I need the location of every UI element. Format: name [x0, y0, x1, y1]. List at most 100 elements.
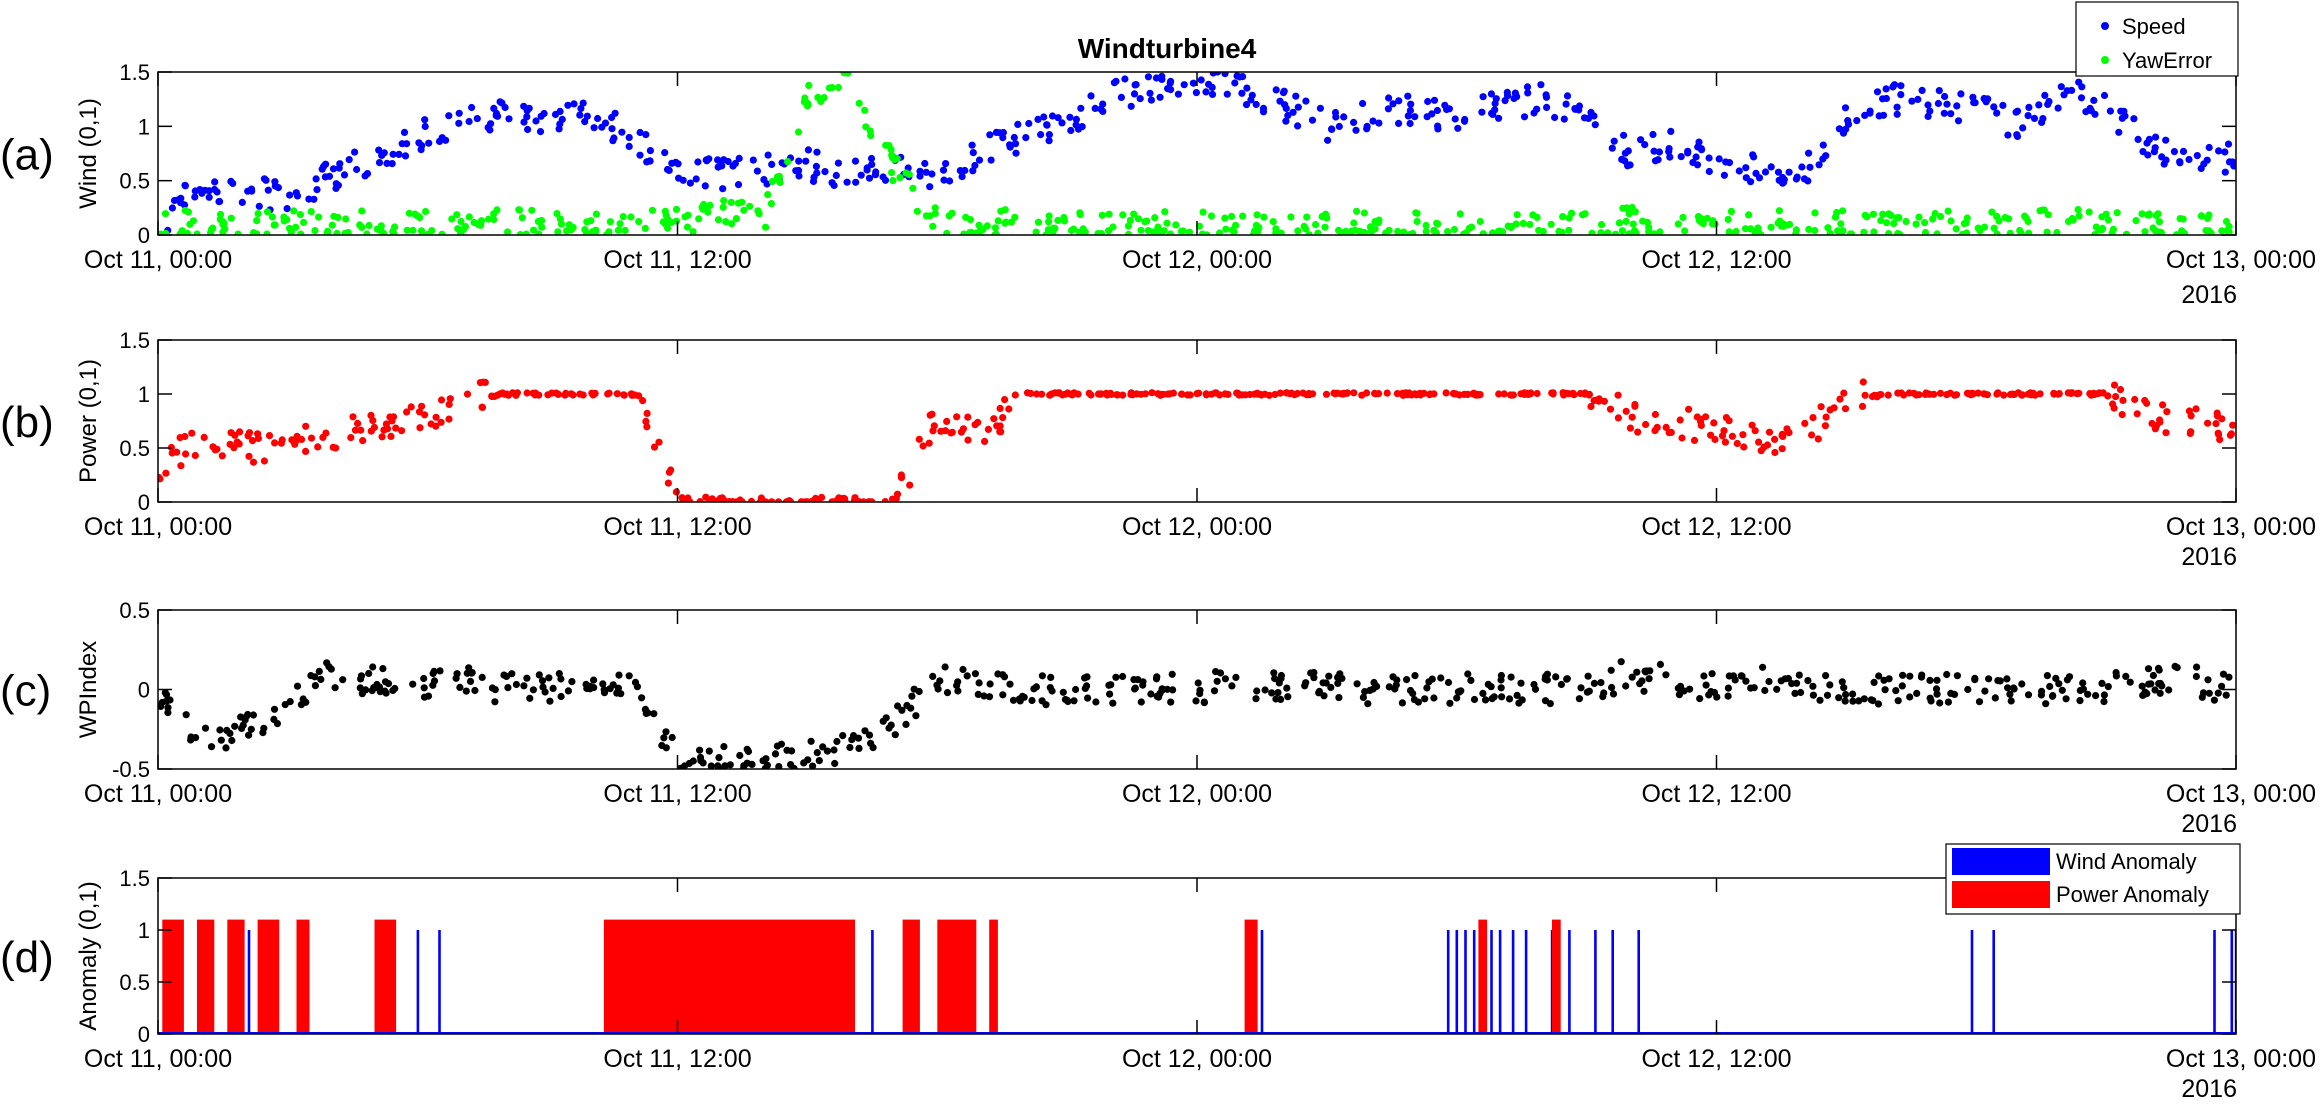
data-point [1667, 428, 1675, 436]
data-point [767, 200, 776, 208]
data-point [592, 228, 600, 235]
data-point [2030, 114, 2039, 122]
x-tick-label: Oct 11, 00:00 [84, 513, 232, 541]
data-point [226, 440, 234, 448]
data-point [1974, 389, 1982, 397]
data-point [1778, 430, 1786, 438]
data-point [614, 684, 623, 692]
data-point [1487, 683, 1495, 691]
data-point [1208, 90, 1217, 98]
series-1 [158, 658, 2233, 769]
data-point [1272, 86, 1280, 94]
data-point [359, 437, 367, 445]
x-tick-label: Oct 11, 12:00 [603, 513, 751, 541]
data-point [292, 437, 300, 445]
data-point [928, 170, 936, 178]
data-point [508, 670, 516, 678]
data-point [1808, 431, 1816, 439]
data-point [1645, 223, 1653, 231]
data-point [771, 750, 780, 758]
data-point [1855, 697, 1863, 705]
data-point [704, 208, 712, 216]
data-point [1542, 93, 1551, 101]
data-point [887, 721, 895, 729]
data-point [1186, 391, 1194, 399]
data-point [324, 227, 332, 235]
data-point [395, 150, 403, 158]
data-point [321, 173, 329, 181]
data-point [520, 102, 528, 110]
data-point [1707, 688, 1715, 696]
data-point [254, 434, 262, 442]
data-point [1063, 696, 1071, 704]
data-point [1620, 131, 1628, 139]
data-point [1632, 229, 1640, 235]
data-point [2018, 680, 2026, 688]
power-anomaly-bar [1552, 919, 1561, 1034]
data-point [715, 754, 723, 762]
data-point [1614, 391, 1622, 399]
data-point [334, 213, 342, 222]
data-point [540, 109, 548, 118]
data-point [188, 429, 196, 437]
data-point [1618, 227, 1626, 235]
data-point [407, 403, 415, 411]
data-point [2218, 227, 2226, 235]
data-point [1032, 228, 1040, 235]
data-point [2046, 682, 2054, 691]
year-label: 2016 [2181, 810, 2237, 838]
data-point [1411, 113, 1419, 121]
data-point [328, 221, 336, 229]
data-point [216, 210, 225, 218]
data-point [1958, 230, 1966, 235]
data-point [646, 147, 655, 155]
data-point [1897, 91, 1905, 99]
data-point [813, 148, 821, 156]
plot-area [158, 378, 2236, 502]
data-point [963, 672, 971, 680]
data-point [382, 689, 390, 697]
data-point [1364, 700, 1372, 708]
power-anomaly-bar [937, 919, 977, 1034]
data-point [1252, 221, 1260, 229]
data-point [2122, 672, 2130, 681]
data-point [1147, 96, 1155, 104]
data-point [1926, 694, 1934, 702]
legend-marker [2101, 56, 2109, 64]
data-point [1006, 680, 1014, 688]
data-point [1604, 229, 1612, 235]
data-point [2077, 94, 2086, 102]
data-point [1291, 391, 1299, 399]
data-point [245, 731, 253, 739]
data-point [1228, 226, 1236, 234]
data-point [1152, 74, 1160, 82]
data-point [2063, 87, 2071, 95]
data-point [1840, 389, 1848, 397]
data-point [1838, 678, 1846, 686]
data-point [1207, 212, 1216, 220]
data-point [1771, 435, 1779, 443]
data-point [351, 148, 359, 156]
data-point [1523, 83, 1532, 91]
data-point [375, 146, 383, 154]
data-point [162, 469, 170, 477]
data-point [569, 391, 577, 399]
data-point [1983, 391, 1991, 399]
data-point [851, 157, 860, 165]
data-point [191, 193, 199, 201]
data-point [1581, 210, 1589, 218]
data-point [1385, 94, 1393, 102]
data-point [420, 674, 428, 683]
data-point [1914, 95, 1922, 103]
data-point [1314, 229, 1322, 235]
data-point [1739, 431, 1747, 439]
data-point [2192, 405, 2200, 413]
data-point [728, 220, 736, 228]
y-tick-label: 0 [138, 1022, 150, 1047]
data-point [819, 743, 827, 751]
data-point [1202, 390, 1210, 398]
data-point [1500, 390, 1508, 398]
data-point [193, 230, 201, 235]
data-point [865, 174, 874, 182]
data-point [1121, 75, 1129, 83]
